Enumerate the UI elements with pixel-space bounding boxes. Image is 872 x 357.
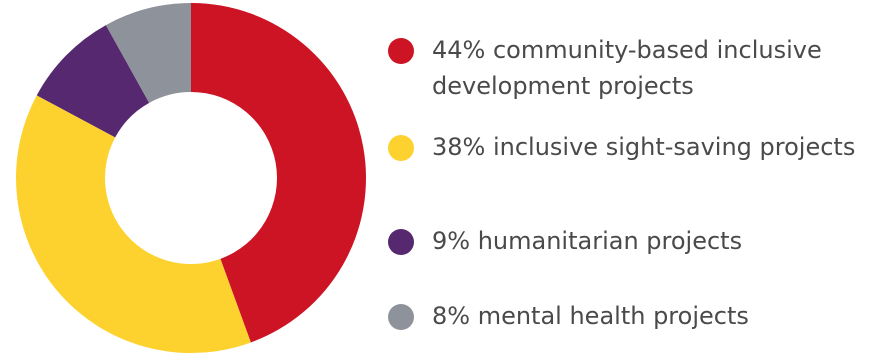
legend-label-sight-saving: 38% inclusive sight-saving projects xyxy=(432,133,856,161)
legend-item-sight-saving: 38% inclusive sight-saving projects xyxy=(388,129,872,165)
legend-label-mental-health: 8% mental health projects xyxy=(432,302,749,330)
legend-swatch-sight-saving xyxy=(388,135,414,161)
legend-swatch-humanitarian xyxy=(388,229,414,255)
legend-label-humanitarian: 9% humanitarian projects xyxy=(432,227,743,255)
donut-chart xyxy=(15,3,366,353)
legend-item-humanitarian: 9% humanitarian projects xyxy=(388,223,872,259)
donut-slice-community-based xyxy=(191,3,366,343)
legend-swatch-community-based xyxy=(388,38,414,64)
legend-label-community-based: 44% community-based inclusive developmen… xyxy=(432,36,822,100)
legend-item-mental-health: 8% mental health projects xyxy=(388,298,872,334)
legend-swatch-mental-health xyxy=(388,304,414,330)
donut-slice-sight-saving xyxy=(15,95,251,353)
donut-slice-mental-health xyxy=(105,3,191,103)
legend-item-community-based: 44% community-based inclusive developmen… xyxy=(388,32,872,104)
donut-slice-humanitarian xyxy=(36,25,150,138)
